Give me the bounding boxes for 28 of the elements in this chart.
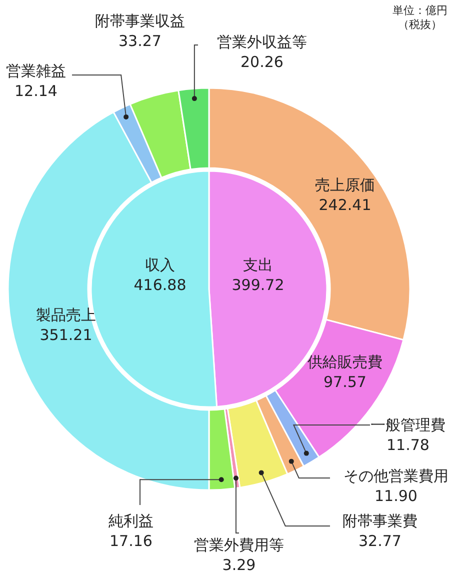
data-label: 17.16 xyxy=(110,532,152,550)
data-label: 3.29 xyxy=(222,556,256,574)
data-label: 11.90 xyxy=(374,487,418,505)
data-label: 97.57 xyxy=(324,373,366,391)
data-label: 33.27 xyxy=(118,32,162,50)
slice-label: 一般管理費 xyxy=(370,416,446,434)
slice-label: 営業雑益 xyxy=(6,62,66,80)
slice-label: 営業外収益等 xyxy=(217,33,307,51)
data-label: 20.26 xyxy=(240,53,284,71)
text: （税抜） xyxy=(398,18,442,31)
data-label: 399.72 xyxy=(232,276,284,294)
slice-label: 附帯事業費 xyxy=(342,512,418,530)
slice-label: 収入 xyxy=(145,256,175,274)
slice-label: 売上原価 xyxy=(315,176,375,194)
data-label: 242.41 xyxy=(318,196,372,214)
data-label: 32.77 xyxy=(358,532,402,550)
slice-label: 供給販売費 xyxy=(308,353,382,371)
slice-label: 営業外費用等 xyxy=(194,536,284,554)
slice-label: その他営業費用 xyxy=(344,467,448,485)
slice-label: 純利益 xyxy=(108,512,154,530)
data-label: 12.14 xyxy=(14,82,58,100)
data-label: 351.21 xyxy=(40,326,92,344)
slice-label: 支出 xyxy=(243,256,273,274)
slice-label: 附帯事業収益 xyxy=(95,12,185,30)
data-label: 416.88 xyxy=(134,276,186,294)
slice-label: 製品売上 xyxy=(36,306,96,324)
data-label: 11.78 xyxy=(386,436,430,454)
text: 単位：億円 xyxy=(392,4,448,17)
